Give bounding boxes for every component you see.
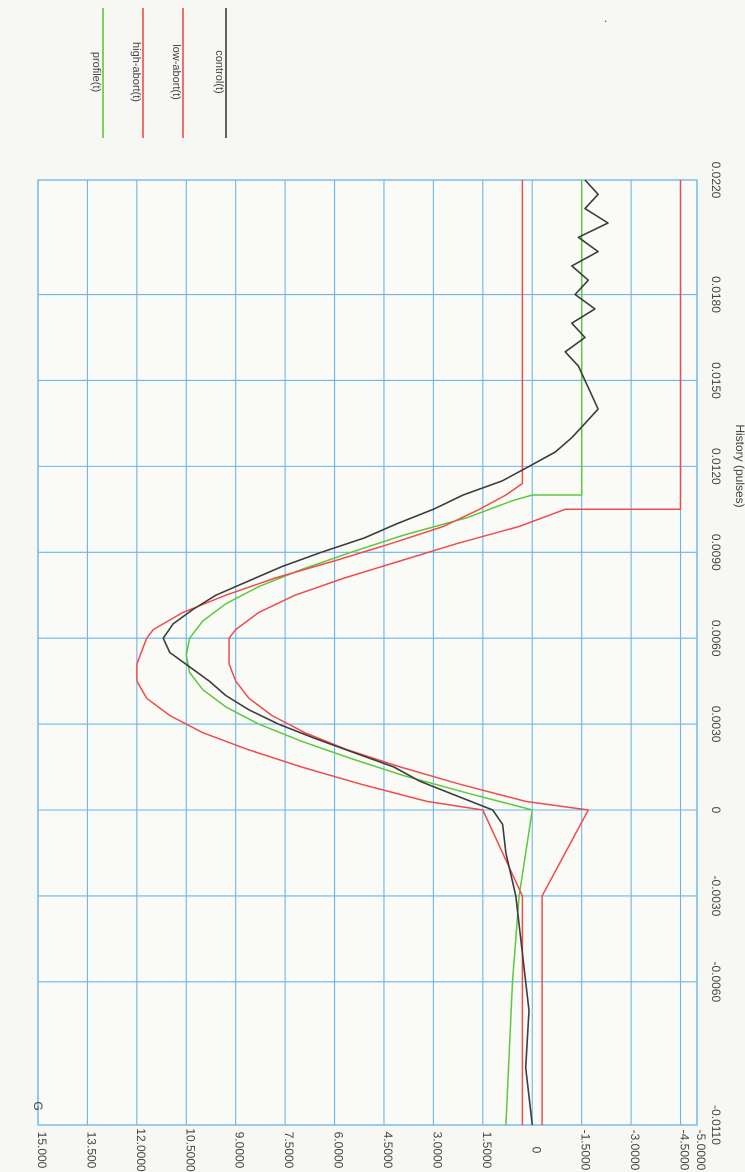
x-tick-label: -0.0060: [709, 961, 723, 1002]
x-axis-title: History (pulses): [733, 424, 745, 507]
y-tick-label: -3.0000: [628, 1130, 642, 1171]
series-line-profilet: [185, 180, 583, 1126]
series-line-controlt: [162, 179, 609, 1126]
y-tick-label: 4.5000: [381, 1132, 395, 1169]
y-tick-label: 10.5000: [183, 1128, 197, 1172]
plot-area: [37, 179, 698, 1126]
legend-label: control(t): [213, 50, 225, 93]
legend-label: high-abort(t): [130, 42, 142, 102]
series-layer: [136, 179, 682, 1126]
y-axis-title: G: [31, 1101, 45, 1110]
y-tick-label: 6.0000: [332, 1132, 346, 1169]
x-tick-label: 0.0220: [709, 162, 723, 199]
y-tick-label: 0: [529, 1147, 543, 1154]
y-tick-label: -5.0000: [694, 1130, 708, 1171]
x-tick-label: 0: [709, 807, 723, 814]
tick-label-layer: -0.0110 -0.0060 -0.0030 0 0.0030 0.0060 0.0090…: [35, 162, 723, 1172]
series-line-lowabortt: [228, 180, 682, 1125]
x-tick-label: 0.0150: [709, 362, 723, 399]
y-tick-label: -1.5000: [579, 1130, 593, 1171]
y-tick-label: -4.5000: [678, 1130, 692, 1171]
x-tick-label: 0.0180: [709, 276, 723, 313]
x-tick-label: -0.0030: [709, 876, 723, 917]
y-tick-label: 12.0000: [134, 1128, 148, 1172]
y-tick-label: 1.5000: [480, 1132, 494, 1169]
y-tick-label: 9.0000: [233, 1132, 247, 1169]
y-tick-label: 15.000: [35, 1132, 49, 1169]
y-tick-label: 3.0000: [430, 1132, 444, 1169]
y-tick-label: 7.5000: [282, 1132, 296, 1169]
legend-label: low-abort(t): [170, 44, 182, 100]
x-tick-label: 0.0120: [709, 448, 723, 485]
x-tick-label: 0.0090: [709, 534, 723, 571]
x-tick-label: -0.0110: [709, 1105, 723, 1145]
series-line-highabortt: [136, 180, 524, 1125]
x-tick-label: 0.0030: [709, 706, 723, 743]
legend: profile(t) high-abort(t) low-abort(t) contr…: [90, 8, 227, 138]
y-tick-label: 13.500: [84, 1132, 98, 1169]
legend-label: profile(t): [90, 52, 102, 92]
grid-layer: [37, 179, 698, 1126]
margin-mark: .: [604, 11, 607, 25]
x-tick-label: 0.0060: [709, 620, 723, 657]
